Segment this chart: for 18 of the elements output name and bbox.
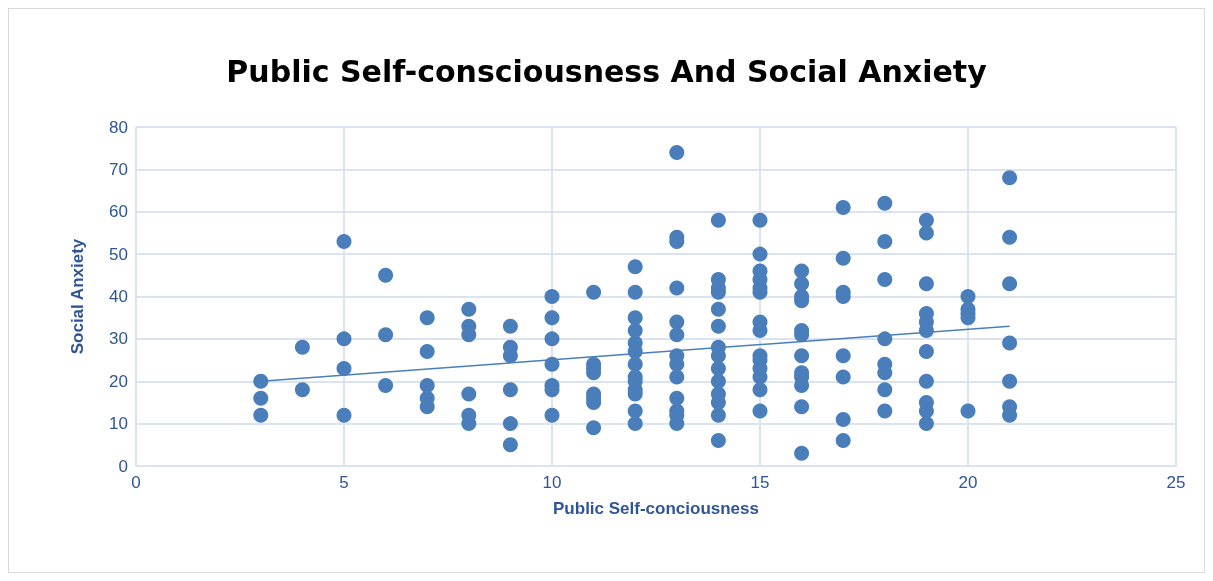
y-tick-label: 50 (109, 244, 128, 264)
x-tick-label: 20 (958, 473, 978, 492)
y-axis-title: Social Anxiety (68, 238, 87, 355)
y-tick-label: 10 (109, 414, 128, 434)
x-tick-label: 25 (1166, 473, 1186, 492)
y-tick-label: 0 (118, 456, 128, 476)
x-axis-title: Public Self-conciousness (553, 499, 759, 518)
y-tick-label: 60 (109, 202, 128, 222)
y-tick-label: 30 (109, 329, 128, 349)
chart-title: Public Self-consciousness And Social Anxiety (226, 53, 988, 89)
y-tick-label: 70 (109, 159, 128, 179)
x-tick-label: 0 (131, 473, 141, 492)
y-tick-label: 40 (109, 287, 128, 306)
y-tick-label: 20 (109, 371, 128, 391)
x-tick-label: 5 (339, 473, 349, 492)
x-tick-label: 10 (542, 473, 562, 492)
y-tick-label: 80 (109, 117, 128, 137)
x-tick-label: 15 (750, 473, 770, 492)
